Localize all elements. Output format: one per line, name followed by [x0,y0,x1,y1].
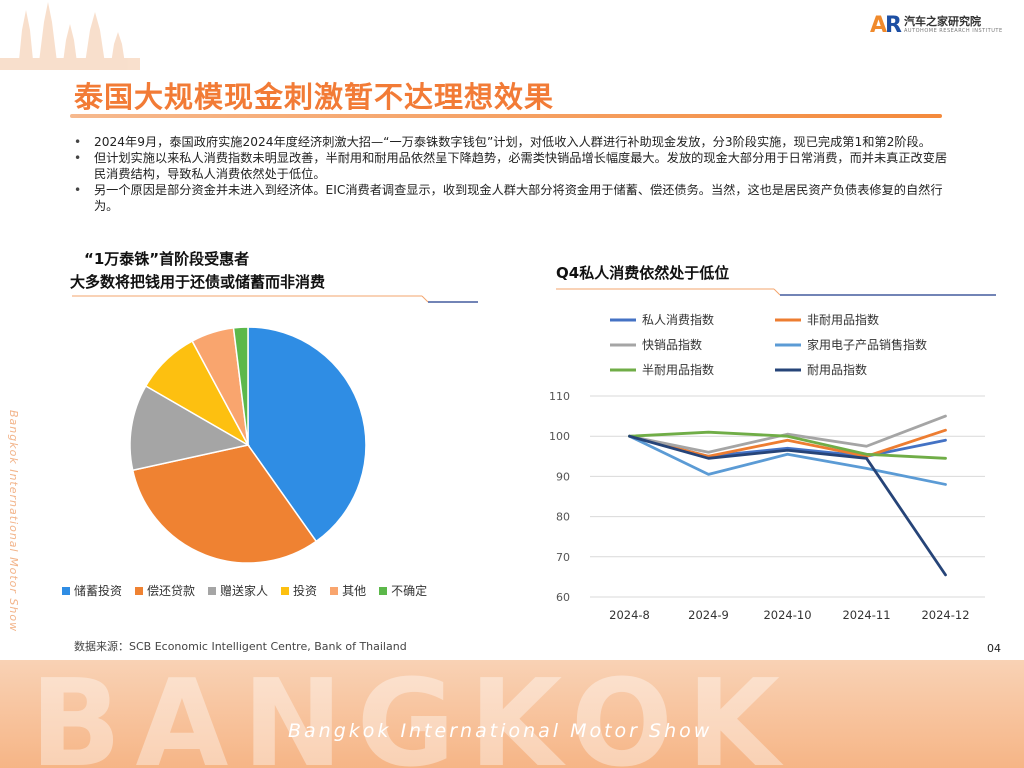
legend-label: 赠送家人 [220,584,269,598]
page-number: 04 [987,642,1001,655]
pie-slice [129,384,251,472]
x-tick-label: 2024-11 [842,608,890,622]
legend-label: 偿还贷款 [147,584,196,598]
brand-subtitle: AUTOHOME RESEARCH INSTITUTE [903,28,1003,34]
y-tick-label: 110 [549,390,570,403]
pie-heading-line1: “1万泰铢”首阶段受惠者 [84,250,250,268]
legend-label: 半耐用品指数 [642,362,714,377]
footer-banner: BANGKOK Bangkok International Motor Show [0,660,1024,768]
brand-name: 汽车之家研究院 [903,15,981,28]
bullet-list: 2024年9月，泰国政府实施2024年度经济刺激大招—“一万泰铢数字钱包”计划，… [72,134,952,214]
pie-slice [131,444,318,564]
pie-legend-item: 偿还贷款 [135,582,195,599]
line-chart-heading: Q4私人消费依然处于低位 [556,264,730,282]
legend-swatch [208,586,217,595]
bullet-item: 2024年9月，泰国政府实施2024年度经济刺激大招—“一万泰铢数字钱包”计划，… [72,134,952,150]
x-tick-label: 2024-12 [921,608,969,622]
pie-slice [232,326,249,446]
page-title: 泰国大规模现金刺激暂不达理想效果 [74,80,555,114]
y-tick-label: 70 [556,551,570,564]
x-tick-label: 2024-8 [609,608,650,622]
legend-label: 储蓄投资 [74,584,123,598]
data-source: 数据来源：SCB Economic Intelligent Centre, Ba… [74,640,407,653]
series-line [628,434,947,577]
legend-label: 不确定 [391,584,428,598]
legend-swatch [330,586,339,595]
pie-heading-rule [72,295,478,303]
legend-label: 私人消费指数 [642,312,714,327]
y-tick-label: 100 [549,430,570,443]
legend-label: 投资 [293,584,318,598]
line-chart: 60 70 80 90 100 110 2024-8 2024-9 2024-10 2024-11… [549,312,985,622]
brand-logo: AR 汽车之家研究院 AUTOHOME RESEARCH INSTITUTE [870,10,1003,40]
pie-legend-item: 赠送家人 [208,582,268,599]
pie-legend: 储蓄投资 偿还贷款 赠送家人 投资 其他 不确定 [62,582,427,599]
title-underline [70,114,942,118]
pie-legend-item: 投资 [281,582,317,599]
pie-heading-line2: 大多数将把钱用于还债或储蓄而非消费 [70,273,326,291]
series-line [628,414,947,454]
legend-swatch [379,586,388,595]
pie-legend-item: 不确定 [379,582,427,599]
legend-label: 其他 [342,584,367,598]
series-line [628,434,947,486]
y-tick-label: 80 [556,511,570,524]
footer-watermark: BANGKOK [30,660,794,768]
x-tick-label: 2024-9 [688,608,729,622]
legend-label: 家用电子产品销售指数 [807,337,927,352]
pie-slice [247,326,367,543]
logo-mark: AR [870,12,902,38]
pie-legend-item: 储蓄投资 [62,582,122,599]
legend-swatch [281,586,290,595]
legend-swatch [135,586,144,595]
temple-decoration [0,2,140,70]
legend-swatch [62,586,70,595]
pie-chart [129,326,367,564]
y-tick-label: 60 [556,591,570,604]
series-line [628,430,947,460]
side-watermark-text: Bangkok International Motor Show [7,410,20,632]
x-tick-label: 2024-10 [763,608,811,622]
legend-label: 快销品指数 [642,337,702,352]
line-heading-rule [556,288,996,296]
side-watermark: Bangkok International Motor Show [7,410,20,632]
y-tick-label: 90 [556,470,570,483]
bullet-item: 另一个原因是部分资金并未进入到经济体。EIC消费者调查显示，收到现金人群大部分将… [72,182,952,214]
footer-subtitle: Bangkok International Motor Show [288,720,713,742]
legend-label: 耐用品指数 [807,362,867,377]
pie-legend-item: 其他 [330,582,366,599]
legend-label: 非耐用品指数 [807,312,879,327]
bullet-item: 但计划实施以来私人消费指数未明显改善，半耐用和耐用品依然呈下降趋势，必需类快销品… [72,150,952,182]
